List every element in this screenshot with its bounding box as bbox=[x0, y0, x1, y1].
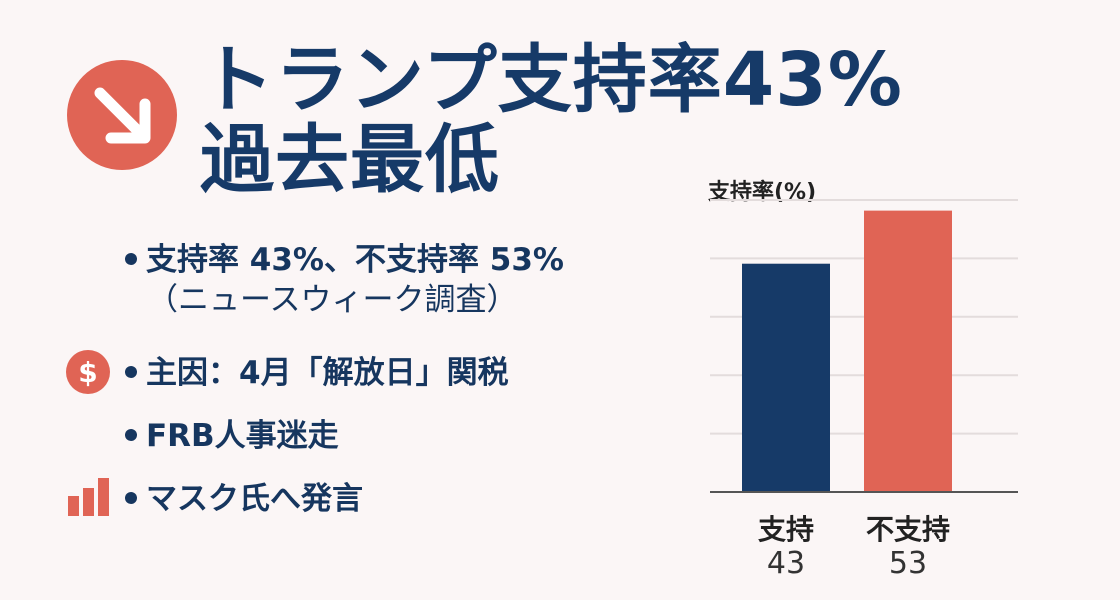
bar-support bbox=[742, 263, 830, 492]
x-tick-label: 不支持 bbox=[865, 513, 950, 546]
title-line-1: トランプ支持率43% bbox=[200, 37, 903, 123]
bullet-dot bbox=[125, 428, 137, 441]
bullet-item: 支持率 43%、不支持率 53% （ニュースウィーク調査） bbox=[125, 240, 564, 320]
bullet-dot bbox=[125, 365, 137, 378]
dollar-icon: $ bbox=[65, 349, 111, 399]
bullet-text: 支持率 43%、不支持率 53% bbox=[146, 242, 564, 278]
support-rate-chart: 支持率(%) 支持 43 不支持 53 bbox=[700, 170, 1040, 590]
arrow-down-right-icon bbox=[94, 87, 151, 144]
bullet-dot bbox=[125, 252, 137, 265]
bar-chart-icon bbox=[68, 476, 114, 520]
bullet-item: マスク氏へ発言 bbox=[125, 479, 363, 519]
bullet-subtext: （ニュースウィーク調査） bbox=[147, 282, 518, 318]
x-tick-label: 支持 bbox=[757, 513, 814, 546]
bullet-item: FRB人事迷走 bbox=[125, 416, 339, 456]
bar-oppose bbox=[864, 210, 952, 493]
chart-plot bbox=[710, 199, 1018, 493]
trend-down-badge bbox=[67, 60, 177, 170]
title-line-2: 過去最低 bbox=[200, 117, 500, 203]
bullet-text: FRB人事迷走 bbox=[146, 418, 339, 454]
bullet-text: 主因：4月「解放日」関税 bbox=[146, 355, 509, 391]
data-label: 53 bbox=[888, 546, 928, 581]
svg-text:$: $ bbox=[78, 356, 97, 389]
page-title: トランプ支持率43% 過去最低 bbox=[200, 40, 903, 200]
bullet-text: マスク氏へ発言 bbox=[146, 481, 363, 517]
bullet-item: 主因：4月「解放日」関税 bbox=[125, 353, 509, 393]
data-label: 43 bbox=[766, 546, 806, 581]
bullet-dot bbox=[125, 491, 137, 504]
